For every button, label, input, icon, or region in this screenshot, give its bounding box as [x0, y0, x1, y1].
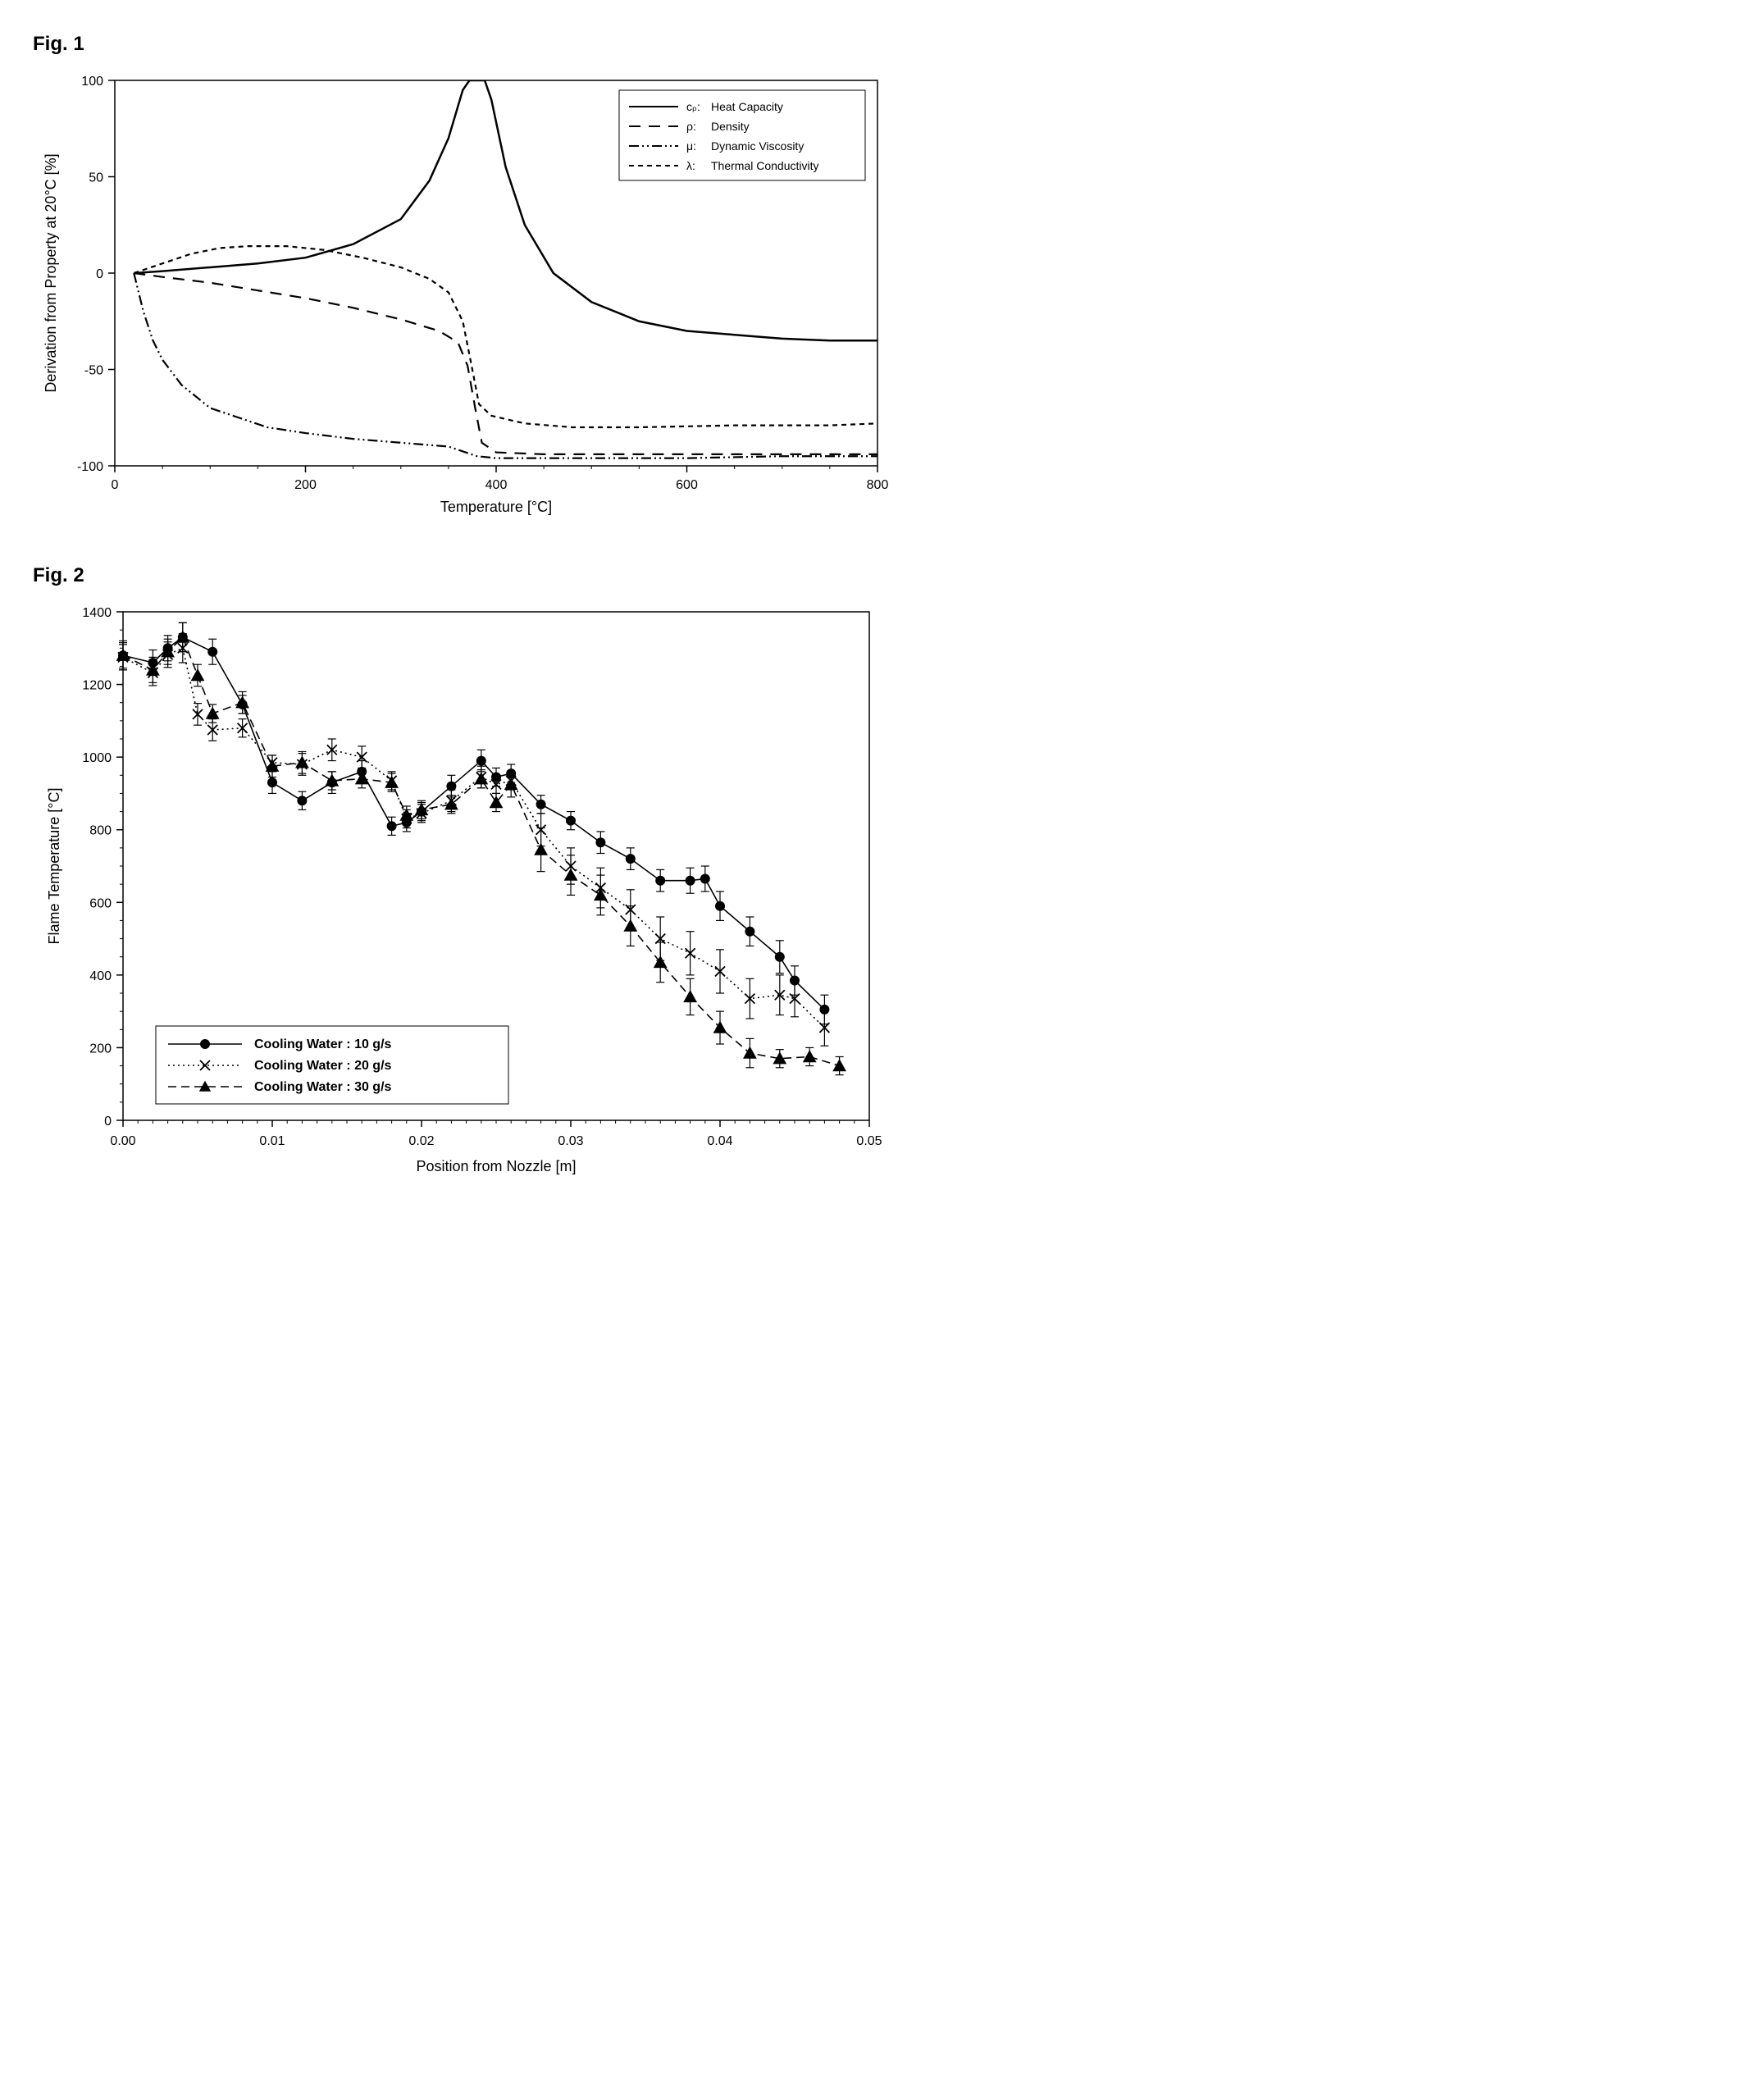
- svg-text:200: 200: [294, 478, 317, 492]
- svg-text:Cooling Water : 20 g/s: Cooling Water : 20 g/s: [254, 1059, 392, 1073]
- svg-text:0.01: 0.01: [259, 1134, 285, 1148]
- svg-text:Temperature [°C]: Temperature [°C]: [440, 499, 552, 515]
- fig1-label: Fig. 1: [33, 33, 1731, 56]
- svg-text:Cooling Water : 30 g/s: Cooling Water : 30 g/s: [254, 1080, 392, 1094]
- svg-text:600: 600: [676, 478, 698, 492]
- svg-text:0.00: 0.00: [110, 1134, 135, 1148]
- svg-text:400: 400: [89, 969, 112, 983]
- svg-text:1000: 1000: [82, 751, 112, 765]
- svg-text:600: 600: [89, 896, 112, 910]
- svg-text:800: 800: [867, 478, 889, 492]
- svg-text:Position from Nozzle [m]: Position from Nozzle [m]: [416, 1158, 576, 1174]
- svg-text:0: 0: [112, 478, 119, 492]
- svg-text:-50: -50: [84, 364, 103, 378]
- svg-text:1400: 1400: [82, 606, 112, 620]
- svg-text:ρ:: ρ:: [686, 120, 696, 133]
- fig1-chart: 0 200 400 600 800 -100 -50 0 50 100 Temperature [°…: [33, 64, 894, 523]
- svg-text:Thermal Conductivity: Thermal Conductivity: [711, 159, 819, 172]
- svg-text:Heat Capacity: Heat Capacity: [711, 100, 783, 113]
- svg-text:400: 400: [485, 478, 508, 492]
- svg-text:Cooling Water : 10 g/s: Cooling Water : 10 g/s: [254, 1037, 392, 1051]
- svg-text:200: 200: [89, 1042, 112, 1056]
- svg-text:Dynamic Viscosity: Dynamic Viscosity: [711, 139, 804, 153]
- svg-text:0.03: 0.03: [558, 1134, 583, 1148]
- figure-2: Fig. 2 0.00 0.01 0.02 0.03 0.04 0.05 0 200 400 60…: [33, 564, 1731, 1186]
- svg-text:Density: Density: [711, 120, 750, 133]
- svg-text:0: 0: [96, 267, 103, 281]
- svg-text:0: 0: [104, 1115, 112, 1129]
- svg-text:50: 50: [89, 171, 103, 185]
- fig2-label: Fig. 2: [33, 564, 1731, 587]
- svg-text:Flame Temperature [°C]: Flame Temperature [°C]: [46, 788, 62, 945]
- svg-text:0.04: 0.04: [707, 1134, 732, 1148]
- figure-1: Fig. 1 0 200 400 600 800 -100 -50 0 50 100 Tempera…: [33, 33, 1731, 523]
- svg-text:λ:: λ:: [686, 159, 695, 172]
- svg-text:1200: 1200: [82, 679, 112, 693]
- svg-text:0.05: 0.05: [856, 1134, 882, 1148]
- svg-text:cₚ:: cₚ:: [686, 100, 700, 113]
- svg-text:Derivation from Property at 20: Derivation from Property at 20°C [%]: [43, 153, 59, 392]
- svg-text:0.02: 0.02: [408, 1134, 434, 1148]
- svg-text:100: 100: [81, 75, 103, 89]
- svg-text:-100: -100: [77, 460, 103, 474]
- svg-text:μ:: μ:: [686, 139, 696, 153]
- svg-text:800: 800: [89, 824, 112, 838]
- fig2-chart: 0.00 0.01 0.02 0.03 0.04 0.05 0 200 400 600 800 100…: [33, 595, 894, 1186]
